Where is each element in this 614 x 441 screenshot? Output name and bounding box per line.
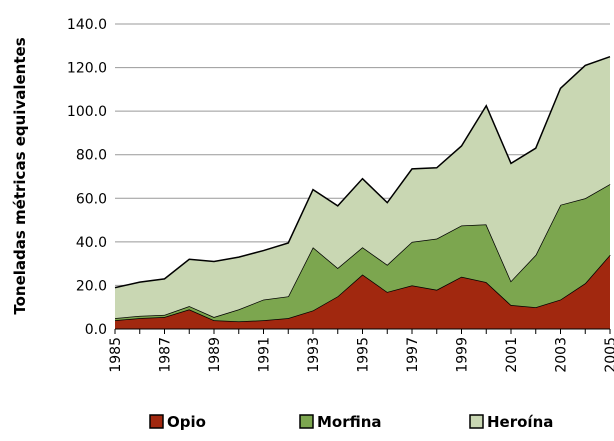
x-tick-label: 1991 (257, 337, 273, 373)
x-tick-label: 2005 (603, 337, 614, 373)
legend-swatch (469, 414, 484, 429)
x-tick-label: 1995 (356, 337, 372, 373)
x-tick-label: 2001 (504, 337, 520, 373)
x-tick-label: 2003 (554, 337, 570, 373)
y-tick-label: 120.0 (67, 61, 107, 77)
legend-label: Heroína (487, 413, 553, 431)
y-tick-label: 40.0 (76, 235, 107, 251)
y-tick-label: 60.0 (76, 191, 107, 207)
legend-swatch (149, 414, 164, 429)
y-tick-label: 80.0 (76, 148, 107, 164)
y-tick-label: 100.0 (67, 104, 107, 120)
y-axis-label: Toneladas métricas equivalentes (11, 37, 29, 314)
area (115, 184, 610, 322)
x-tick-label: 1997 (405, 337, 421, 373)
area (115, 254, 610, 329)
legend-swatch (299, 414, 314, 429)
y-tick-label: 140.0 (67, 17, 107, 33)
x-tick-label: 1987 (158, 337, 174, 373)
legend-label: Opio (167, 413, 206, 431)
x-tick-label: 1999 (455, 337, 471, 373)
area (115, 56, 610, 319)
y-tick-label: 20.0 (76, 278, 107, 294)
x-tick-label: 1985 (108, 337, 124, 373)
x-tick-label: 1993 (306, 337, 322, 373)
legend-label: Morfina (317, 413, 382, 431)
y-tick-label: 0.0 (85, 322, 107, 338)
area-edge (114, 55, 611, 289)
x-tick-label: 1989 (207, 337, 223, 373)
